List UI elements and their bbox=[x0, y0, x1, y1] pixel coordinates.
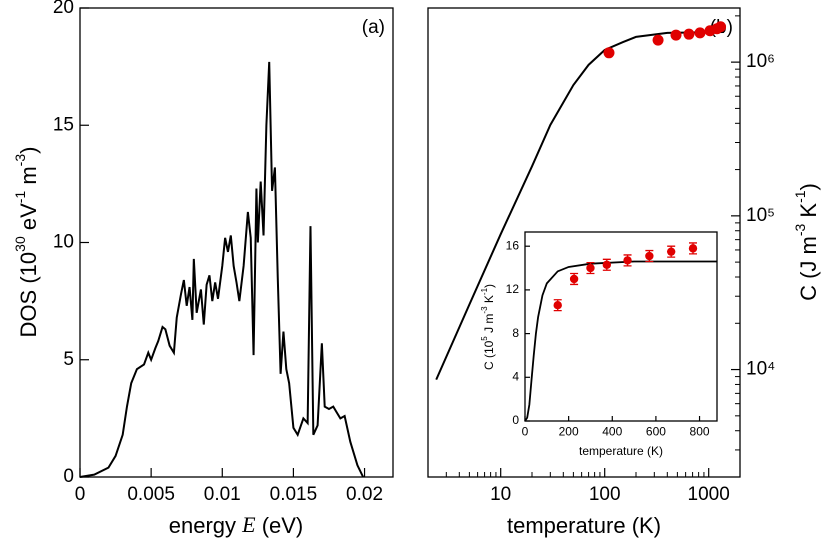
data-point bbox=[602, 260, 612, 269]
y-tick-label: 16 bbox=[506, 238, 520, 252]
data-line bbox=[524, 260, 717, 422]
y-axis-label: C (J m-3 K-1) bbox=[792, 183, 821, 301]
data-point bbox=[623, 256, 632, 265]
x-tick-label: 800 bbox=[690, 425, 710, 439]
panel-label: (a) bbox=[362, 17, 385, 38]
x-tick-label: 400 bbox=[602, 425, 622, 439]
x-tick-label: 200 bbox=[559, 425, 579, 439]
x-tick-label: 0.02 bbox=[346, 484, 383, 505]
panel-a: 0 0.005 0.01 0.015 0.02 0 5 10 15 20 (a) bbox=[53, 0, 394, 505]
data-line bbox=[435, 31, 724, 381]
x-tick-label: 10 bbox=[490, 484, 511, 505]
inset: 0 200 400 600 800 0 4 8 12 16 bbox=[506, 231, 718, 439]
data-line bbox=[79, 61, 365, 478]
y-tick-label: 5 bbox=[63, 349, 74, 370]
data-point bbox=[670, 29, 682, 41]
data-point bbox=[688, 244, 698, 253]
y-tick-label: 20 bbox=[53, 0, 74, 18]
data-point bbox=[683, 28, 695, 40]
y-tick-label: 10⁶ bbox=[746, 51, 775, 72]
x-tick-label: 100 bbox=[589, 484, 621, 505]
data-point bbox=[553, 300, 562, 310]
data-point bbox=[603, 47, 615, 59]
data-point bbox=[569, 274, 579, 284]
y-tick-label: 0 bbox=[63, 466, 74, 487]
y-axis-label: C (105 J m-3 K-1) bbox=[480, 284, 496, 370]
x-tick-label: 0.005 bbox=[127, 484, 175, 505]
x-axis-label: temperature (K) bbox=[507, 513, 661, 538]
x-tick-label: 0 bbox=[522, 425, 529, 439]
y-tick-label: 10⁵ bbox=[746, 205, 775, 226]
x-tick-label: 600 bbox=[646, 425, 666, 439]
y-tick-label: 15 bbox=[53, 114, 74, 135]
y-tick-label: 10⁴ bbox=[746, 359, 775, 380]
x-axis-label: temperature (K) bbox=[579, 444, 663, 458]
plot-frame bbox=[524, 231, 718, 422]
y-axis-label: DOS (1030 eV-1 m-3) bbox=[12, 147, 41, 338]
y-tick-label: 10 bbox=[53, 232, 74, 253]
plot-frame bbox=[427, 7, 741, 478]
x-tick-label: 1000 bbox=[688, 484, 730, 505]
data-point bbox=[652, 34, 664, 46]
x-tick-label: 0.01 bbox=[204, 484, 241, 505]
y-tick-label: 4 bbox=[512, 369, 519, 383]
y-tick-label: 12 bbox=[506, 282, 520, 296]
data-point bbox=[586, 263, 595, 273]
y-tick-label: 8 bbox=[512, 326, 519, 340]
data-point bbox=[715, 21, 727, 33]
data-point bbox=[645, 251, 654, 261]
x-tick-label: 0 bbox=[75, 484, 86, 505]
x-tick-label: 0.015 bbox=[270, 484, 318, 505]
data-point bbox=[666, 247, 676, 256]
x-axis-label: energy E (eV) bbox=[169, 512, 304, 538]
y-tick-label: 0 bbox=[512, 413, 519, 427]
data-point bbox=[694, 27, 706, 39]
